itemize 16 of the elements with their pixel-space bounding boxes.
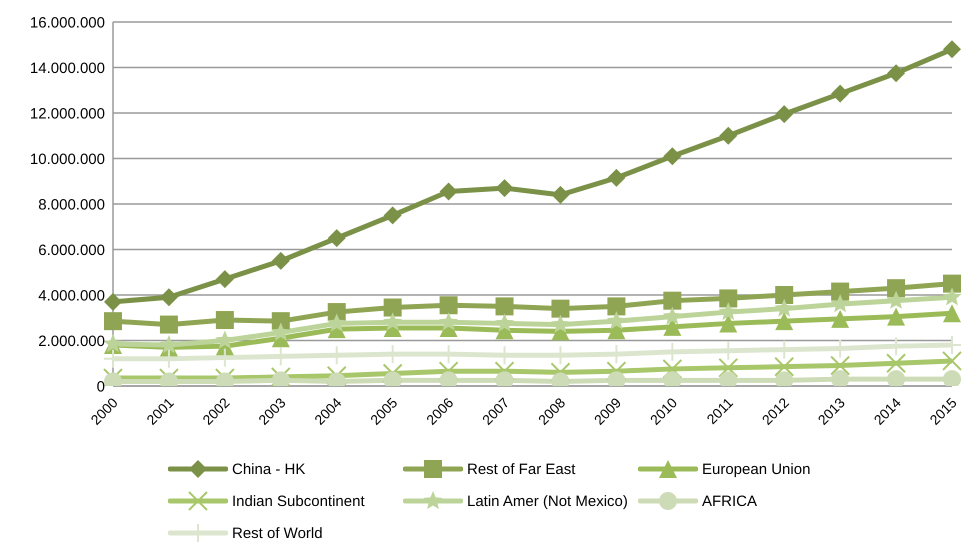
y-tick-label: 2.000.000 — [38, 332, 105, 350]
legend-label: Latin Amer (Not Mexico) — [467, 492, 628, 510]
y-tick-label: 10.000.000 — [30, 150, 105, 168]
legend-label: Rest of Far East — [467, 460, 576, 478]
legend-label: European Union — [702, 460, 810, 478]
legend-label: Indian Subcontinent — [232, 492, 365, 510]
legend-label: Rest of World — [232, 524, 323, 542]
legend-label: AFRICA — [702, 492, 758, 510]
y-tick-label: 12.000.000 — [30, 105, 105, 122]
y-tick-label: 16.000.000 — [30, 14, 105, 32]
y-tick-label: 14.000.000 — [30, 60, 105, 77]
legend-label: China - HK — [232, 460, 306, 478]
y-tick-label: 4.000.000 — [38, 287, 105, 304]
y-tick-label: 0 — [96, 378, 105, 396]
y-tick-label: 6.000.000 — [38, 242, 105, 259]
y-tick-label: 8.000.000 — [38, 196, 105, 214]
